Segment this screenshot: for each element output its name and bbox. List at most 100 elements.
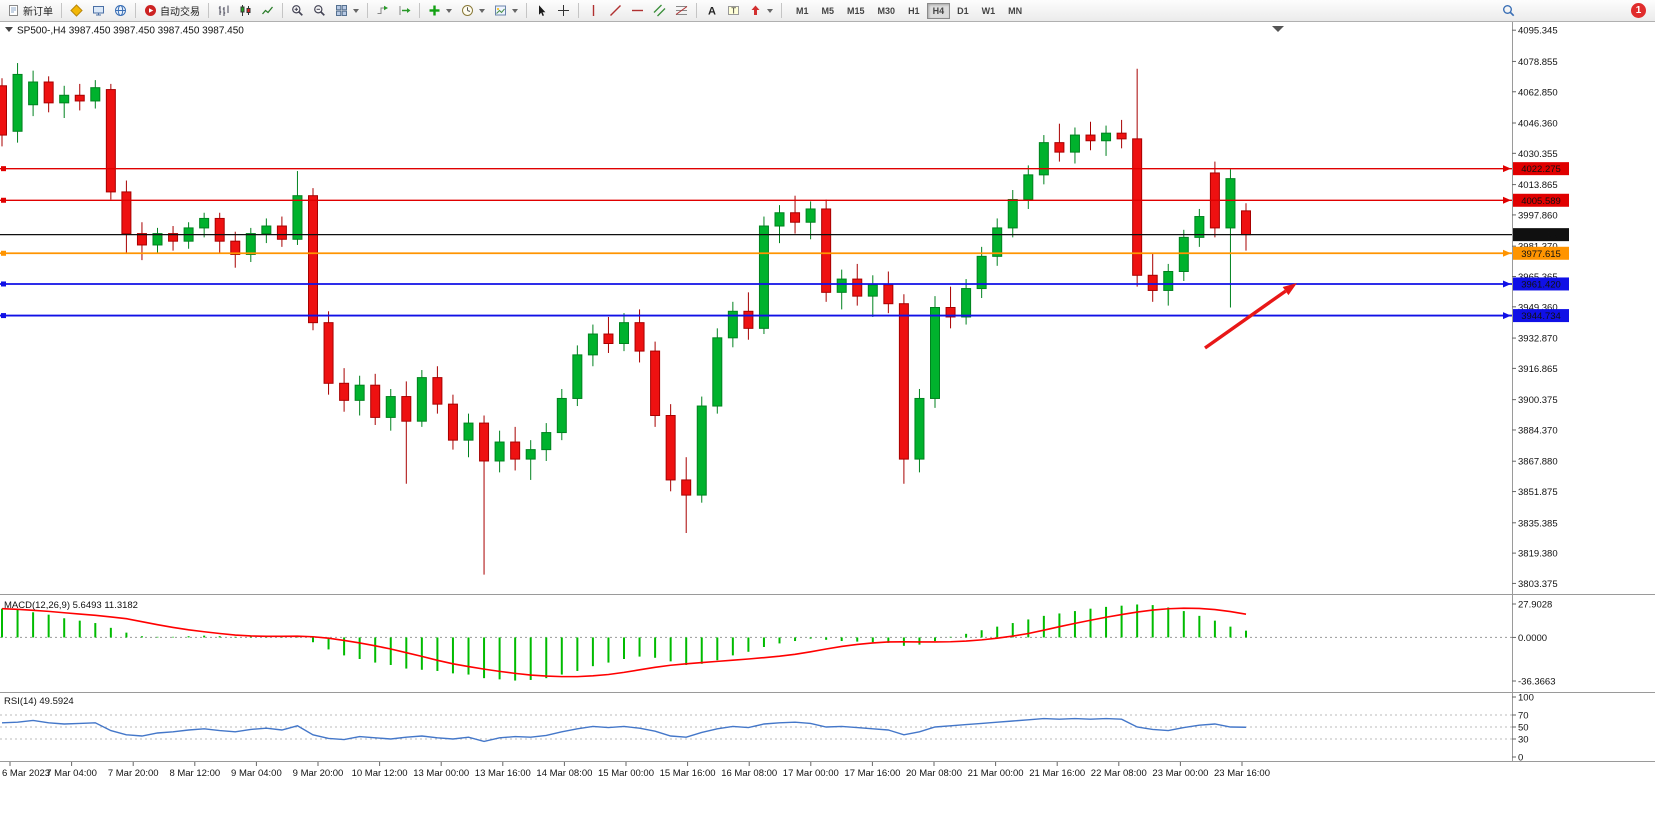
indicators-button[interactable] [424, 1, 456, 20]
time-axis-label: 13 Mar 16:00 [475, 768, 531, 779]
search-button[interactable] [1498, 1, 1519, 20]
tile-windows-button[interactable] [331, 1, 363, 20]
symbol-ohlc-text: SP500-,H4 3987.450 3987.450 3987.450 398… [17, 26, 244, 37]
toolbar-separator [367, 3, 368, 18]
timeframe-h1[interactable]: H1 [902, 3, 926, 19]
candle [12, 73, 23, 132]
candle [945, 307, 956, 318]
timeframe-w1[interactable]: W1 [976, 3, 1002, 19]
candle [494, 441, 505, 462]
candle [541, 432, 552, 451]
candle [712, 337, 723, 407]
arrows-tool-button[interactable] [745, 1, 777, 20]
periods-button[interactable] [457, 1, 489, 20]
timeframe-m15[interactable]: M15 [841, 3, 871, 19]
channel-tool-button[interactable] [649, 1, 670, 20]
chart-shift-marker[interactable] [1272, 26, 1284, 32]
collapse-arrow-icon[interactable] [5, 27, 13, 32]
timeframe-mn[interactable]: MN [1002, 3, 1028, 19]
fibonacci-tool-button[interactable] [671, 1, 692, 20]
candle [790, 212, 801, 223]
rsi-header: RSI(14) 49.5924 [4, 696, 74, 707]
horizontal-line-3977.615[interactable] [0, 249, 1512, 257]
cursor-tool-button[interactable] [531, 1, 552, 20]
timeframe-m1[interactable]: M1 [790, 3, 815, 19]
candle [634, 322, 645, 352]
candle [510, 441, 521, 460]
new-order-button[interactable]: 新订单 [3, 1, 57, 20]
text-tool-icon: A [708, 6, 716, 18]
candle [1054, 142, 1065, 153]
candle [59, 94, 70, 104]
horizontal-line-3944.734[interactable] [0, 312, 1512, 320]
channel-icon [653, 4, 666, 17]
trendline-tool-button[interactable] [605, 1, 626, 20]
price-axis-label: 4046.360 [1518, 119, 1558, 130]
candle [619, 322, 629, 345]
candle [1163, 270, 1174, 291]
candle [121, 191, 132, 235]
web-terminal-button[interactable] [110, 1, 131, 20]
candle [1132, 138, 1143, 276]
horizontal-line-tool-button[interactable] [627, 1, 648, 20]
timeframe-h4[interactable]: H4 [926, 2, 951, 19]
price-tag-label: 3944.734 [1521, 311, 1561, 322]
candle [603, 333, 614, 345]
market-watch-button[interactable] [66, 1, 87, 20]
candle [587, 333, 598, 356]
toolbar: 新订单 自动交易 [0, 0, 1655, 22]
price-axis-label: 3835.385 [1518, 518, 1558, 529]
rsi-line [1, 717, 1247, 743]
macd-panel: MACD(12,26,9) 5.6493 11.3182 [0, 600, 1512, 681]
price-axis-label: 4095.345 [1518, 26, 1558, 37]
timeframe-m5[interactable]: M5 [816, 3, 841, 19]
timeframe-m30[interactable]: M30 [872, 3, 902, 19]
vertical-line-tool-button[interactable] [583, 1, 604, 20]
auto-trading-button[interactable]: 自动交易 [140, 1, 204, 20]
candle [214, 217, 225, 242]
candle [479, 422, 490, 462]
trend-arrow[interactable] [1204, 283, 1297, 350]
chart-area[interactable]: 4095.345 4078.855 4062.850 4046.360 4030.355… [0, 22, 1655, 827]
zoom-in-button[interactable] [287, 1, 308, 20]
auto-trading-icon [145, 5, 156, 16]
text-label-tool-button[interactable]: T [723, 1, 744, 20]
candle [276, 225, 287, 240]
candle [1069, 134, 1080, 153]
price-axis[interactable]: 4095.345 4078.855 4062.850 4046.360 4030.355… [1512, 26, 1569, 764]
candlestick-mode-button[interactable] [235, 1, 256, 20]
price-axis-label: 3867.880 [1518, 457, 1558, 468]
time-axis-label: 7 Mar 04:00 [46, 768, 97, 779]
new-order-label: 新订单 [23, 7, 53, 18]
zoom-out-button[interactable] [309, 1, 330, 20]
data-window-button[interactable] [88, 1, 109, 20]
zoom-out-icon [314, 5, 325, 16]
time-axis-label: 21 Mar 16:00 [1029, 768, 1085, 779]
line-chart-mode-button[interactable] [257, 1, 278, 20]
candle [681, 479, 692, 496]
auto-scroll-icon [377, 5, 388, 14]
templates-button[interactable] [490, 1, 522, 20]
horizontal-line-4022.275[interactable] [0, 165, 1512, 173]
add-indicator-icon [429, 5, 440, 16]
bar-chart-mode-button[interactable] [213, 1, 234, 20]
candle [370, 384, 381, 418]
candle [1038, 142, 1049, 176]
macd-axis-label: 27.9028 [1518, 599, 1552, 610]
text-tool-button[interactable]: A [701, 1, 722, 20]
crosshair-tool-button[interactable] [553, 1, 574, 20]
notification-badge[interactable]: 1 [1631, 3, 1646, 18]
toolbar-separator [208, 3, 209, 18]
horizontal-line-3961.420[interactable] [0, 280, 1512, 288]
symbol-ohlc-header[interactable]: SP500-,H4 3987.450 3987.450 3987.450 398… [5, 26, 244, 37]
auto-scroll-button[interactable] [372, 1, 393, 20]
price-axis-label: 3803.375 [1518, 579, 1558, 590]
timeframe-d1[interactable]: D1 [951, 3, 975, 19]
timeframe-group: M1 M5 M15 M30 H1 H4 D1 W1 MN [790, 2, 1028, 19]
chart-shift-button[interactable] [394, 1, 415, 20]
crosshair-icon [558, 5, 569, 16]
horizontal-line-4005.589[interactable] [0, 196, 1512, 204]
vertical-line-icon [592, 5, 595, 16]
price-axis-label: 4078.855 [1518, 57, 1558, 68]
